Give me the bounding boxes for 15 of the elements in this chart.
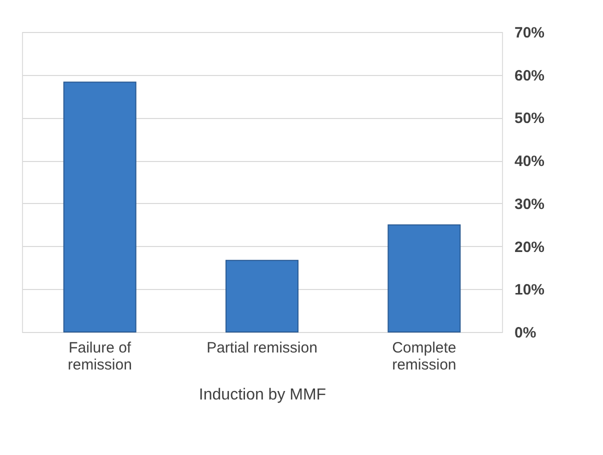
- x-tick-label: Partial remission: [206, 340, 318, 356]
- y-tick-label: 10%: [514, 282, 545, 299]
- y-tick-label: 20%: [514, 238, 545, 256]
- bar: [388, 224, 461, 332]
- x-tick-label: Failure of remission: [68, 340, 132, 374]
- bar: [226, 260, 298, 332]
- y-tick-label: 40%: [514, 153, 545, 170]
- y-tick-label: 50%: [514, 110, 545, 128]
- y-tick-label: 60%: [514, 67, 545, 84]
- y-tick-label: 0%: [514, 324, 536, 342]
- y-tick-label: 30%: [514, 196, 545, 213]
- x-tick-label: Complete remission: [392, 340, 456, 374]
- y-tick-label: 70%: [514, 24, 545, 42]
- x-axis-title: Induction by MMF: [198, 386, 326, 404]
- bar: [63, 82, 136, 332]
